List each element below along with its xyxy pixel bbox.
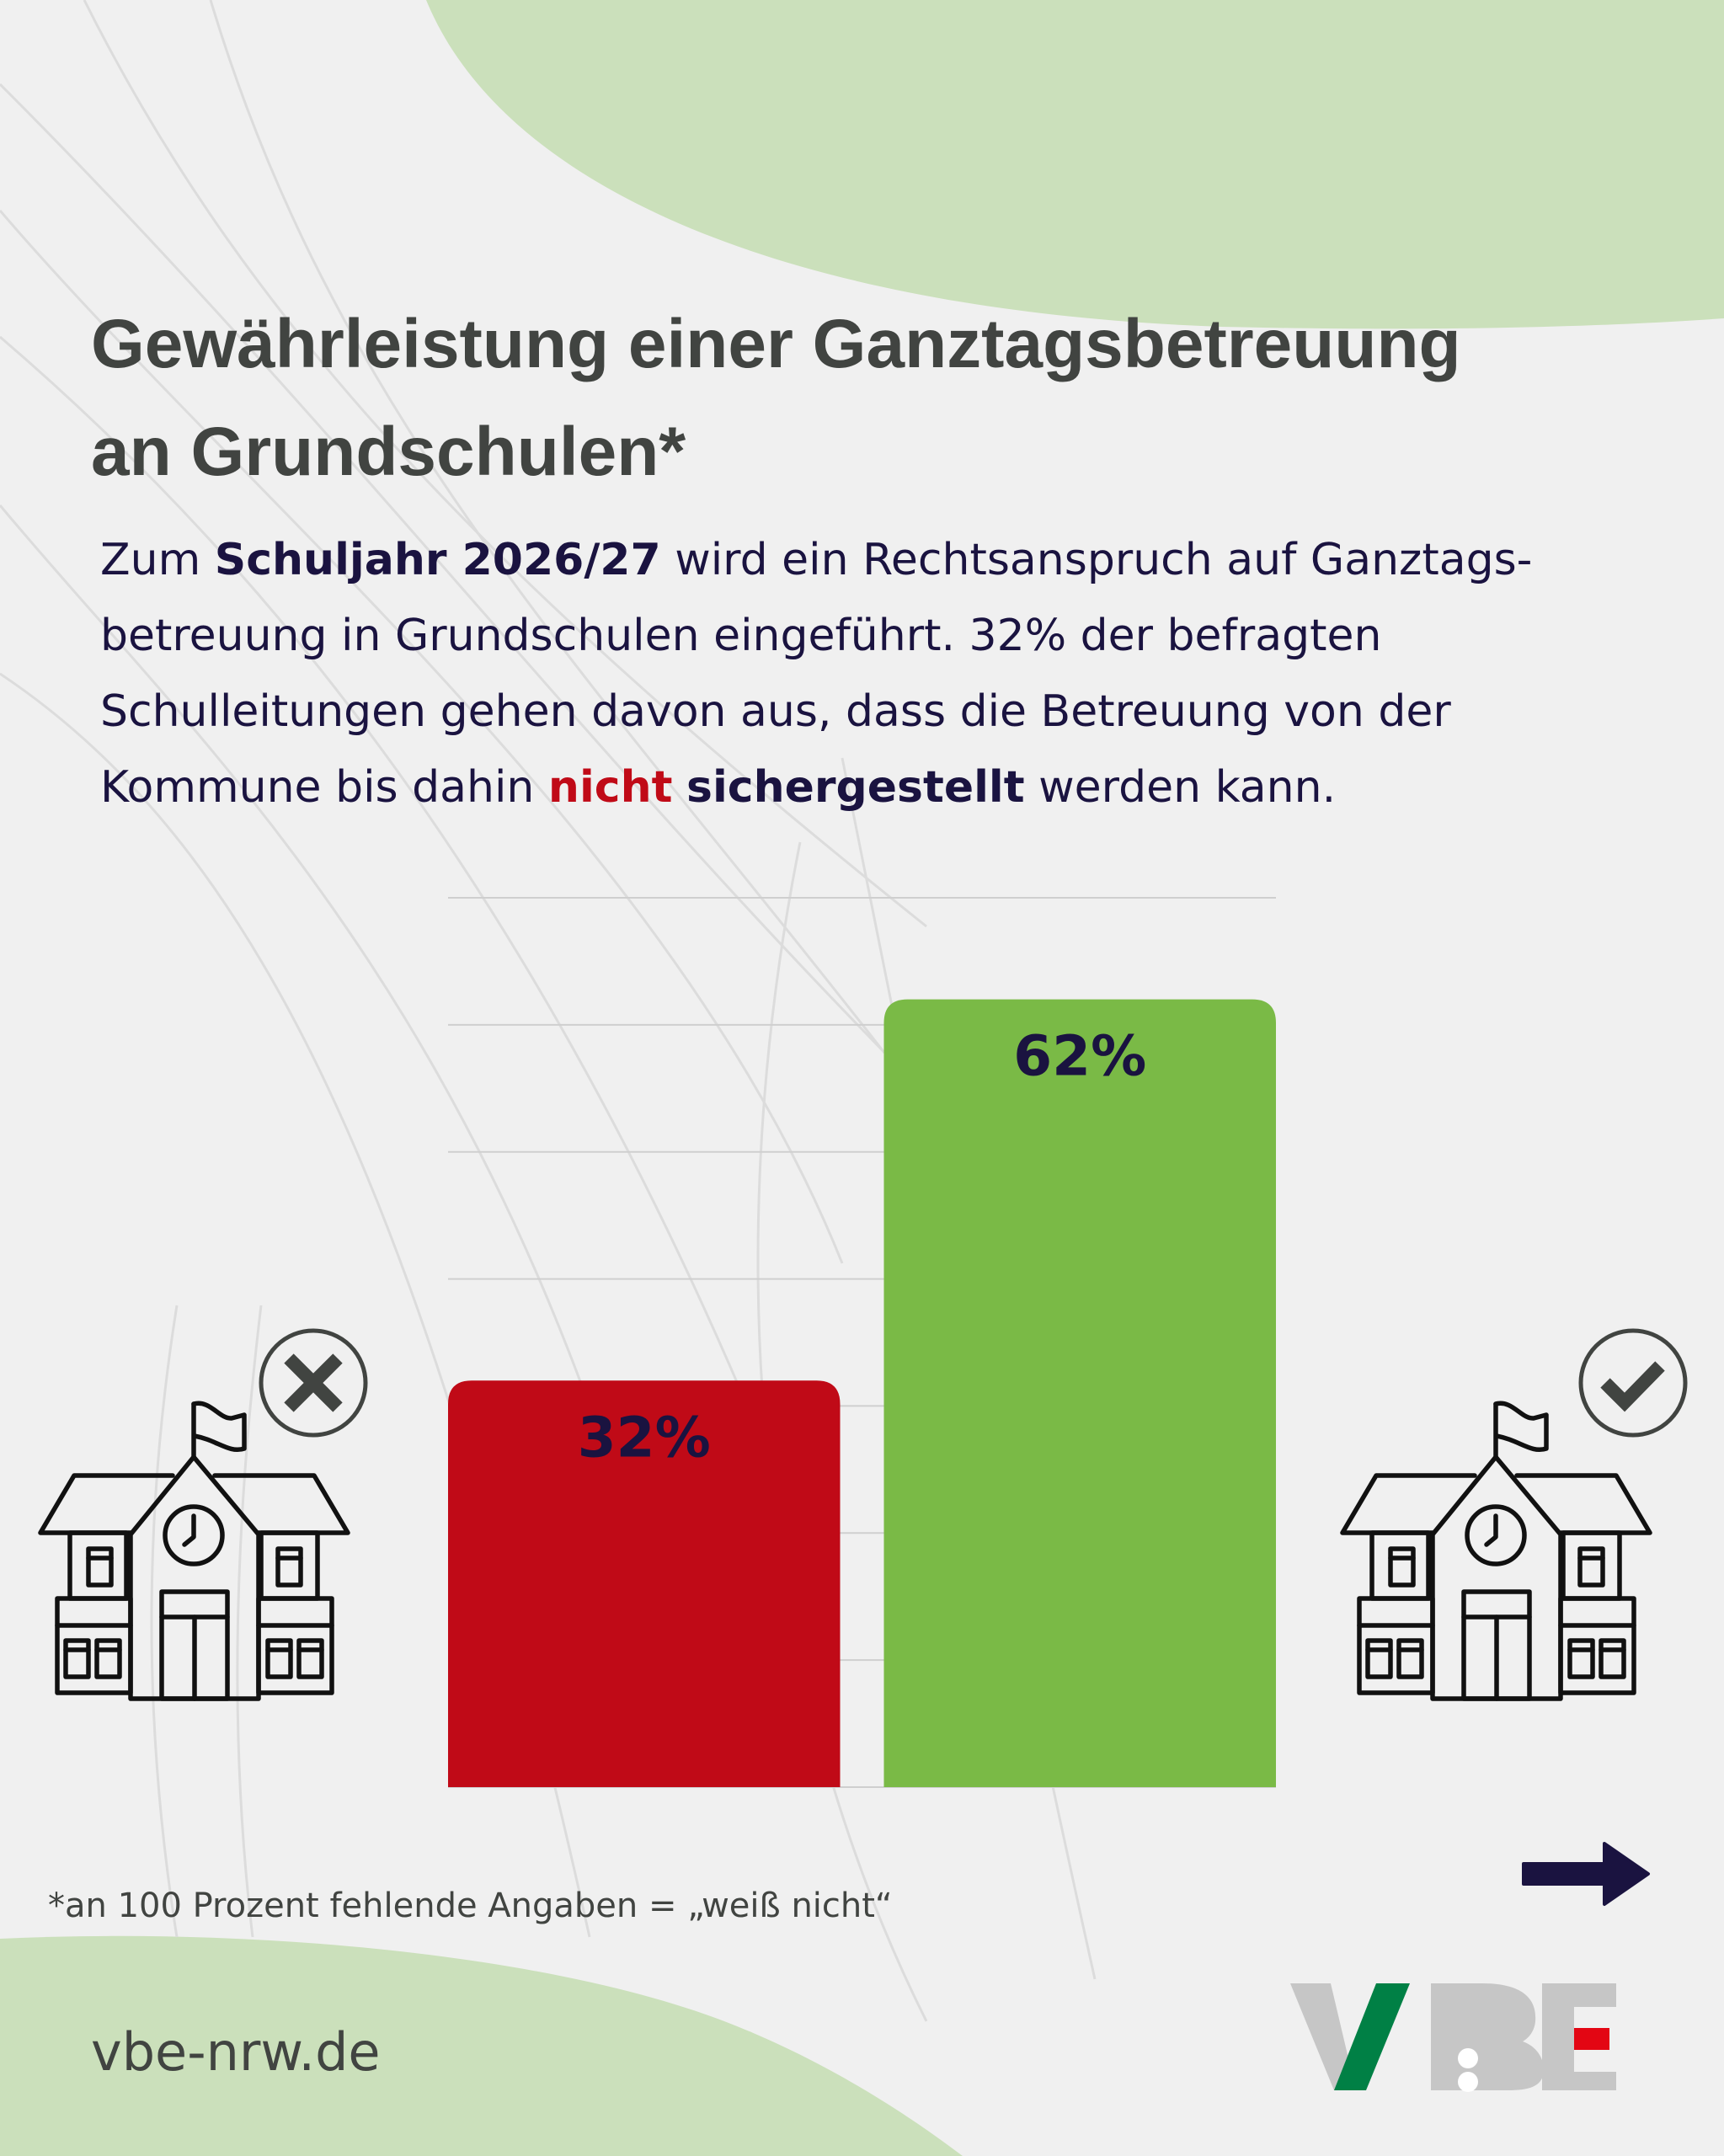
bar-value-label: 62%	[1013, 1024, 1146, 1089]
school-building-icon	[1340, 1401, 1652, 1701]
intro-text: Kommune bis dahin	[100, 762, 548, 813]
school-building-icon	[38, 1401, 350, 1701]
intro-text: werden kann.	[1024, 762, 1337, 813]
green-blob-bottom-left	[0, 1935, 963, 2156]
title-line-1: Gewährleistung einer Ganztagsbetreuung	[91, 306, 1461, 382]
intro-text: Zum	[100, 535, 215, 585]
x-circle-icon	[259, 1328, 368, 1438]
bar-ensured	[883, 999, 1276, 1787]
footnote: *an 100 Prozent fehlende Angaben = „weiß…	[48, 1886, 893, 1925]
bar-value-label: 32%	[578, 1405, 711, 1470]
intro-highlight-sichergestellt: sichergestellt	[686, 762, 1025, 813]
website-link[interactable]: vbe-nrw.de	[91, 2021, 381, 2083]
intro-paragraph: Zum Schuljahr 2026/27 wird ein Rechtsans…	[100, 522, 1532, 825]
intro-highlight-school-year: Schuljahr 2026/27	[214, 535, 661, 585]
school-check-icon	[1340, 1328, 1688, 1701]
chart-data-labels: 32% 62%	[578, 1024, 1146, 1470]
intro-line-1: Zum Schuljahr 2026/27 wird ein Rechtsans…	[100, 522, 1532, 598]
intro-highlight-nicht: nicht	[547, 762, 673, 813]
intro-line-2: betreuung in Grundschulen eingeführt. 32…	[100, 611, 1382, 661]
school-x-icon	[38, 1328, 368, 1701]
check-circle-icon	[1578, 1328, 1688, 1438]
title-line-2: an Grundschulen*	[91, 414, 686, 490]
intro-line-3: Schulleitungen gehen davon aus, dass die…	[100, 686, 1451, 737]
vbe-logo	[1290, 1983, 1616, 2092]
bar-not-ensured	[448, 1380, 841, 1787]
page-title: Gewährleistung einer Ganztagsbetreuung a…	[91, 291, 1461, 506]
intro-line-4: Kommune bis dahin nicht sichergestellt w…	[100, 750, 1532, 825]
chart-bars	[448, 999, 1276, 1787]
intro-text: wird ein Rechtsanspruch auf Ganztags-	[660, 535, 1533, 585]
arrow-right-icon[interactable]	[1520, 1840, 1651, 1908]
green-blob-top-right	[426, 0, 1724, 329]
